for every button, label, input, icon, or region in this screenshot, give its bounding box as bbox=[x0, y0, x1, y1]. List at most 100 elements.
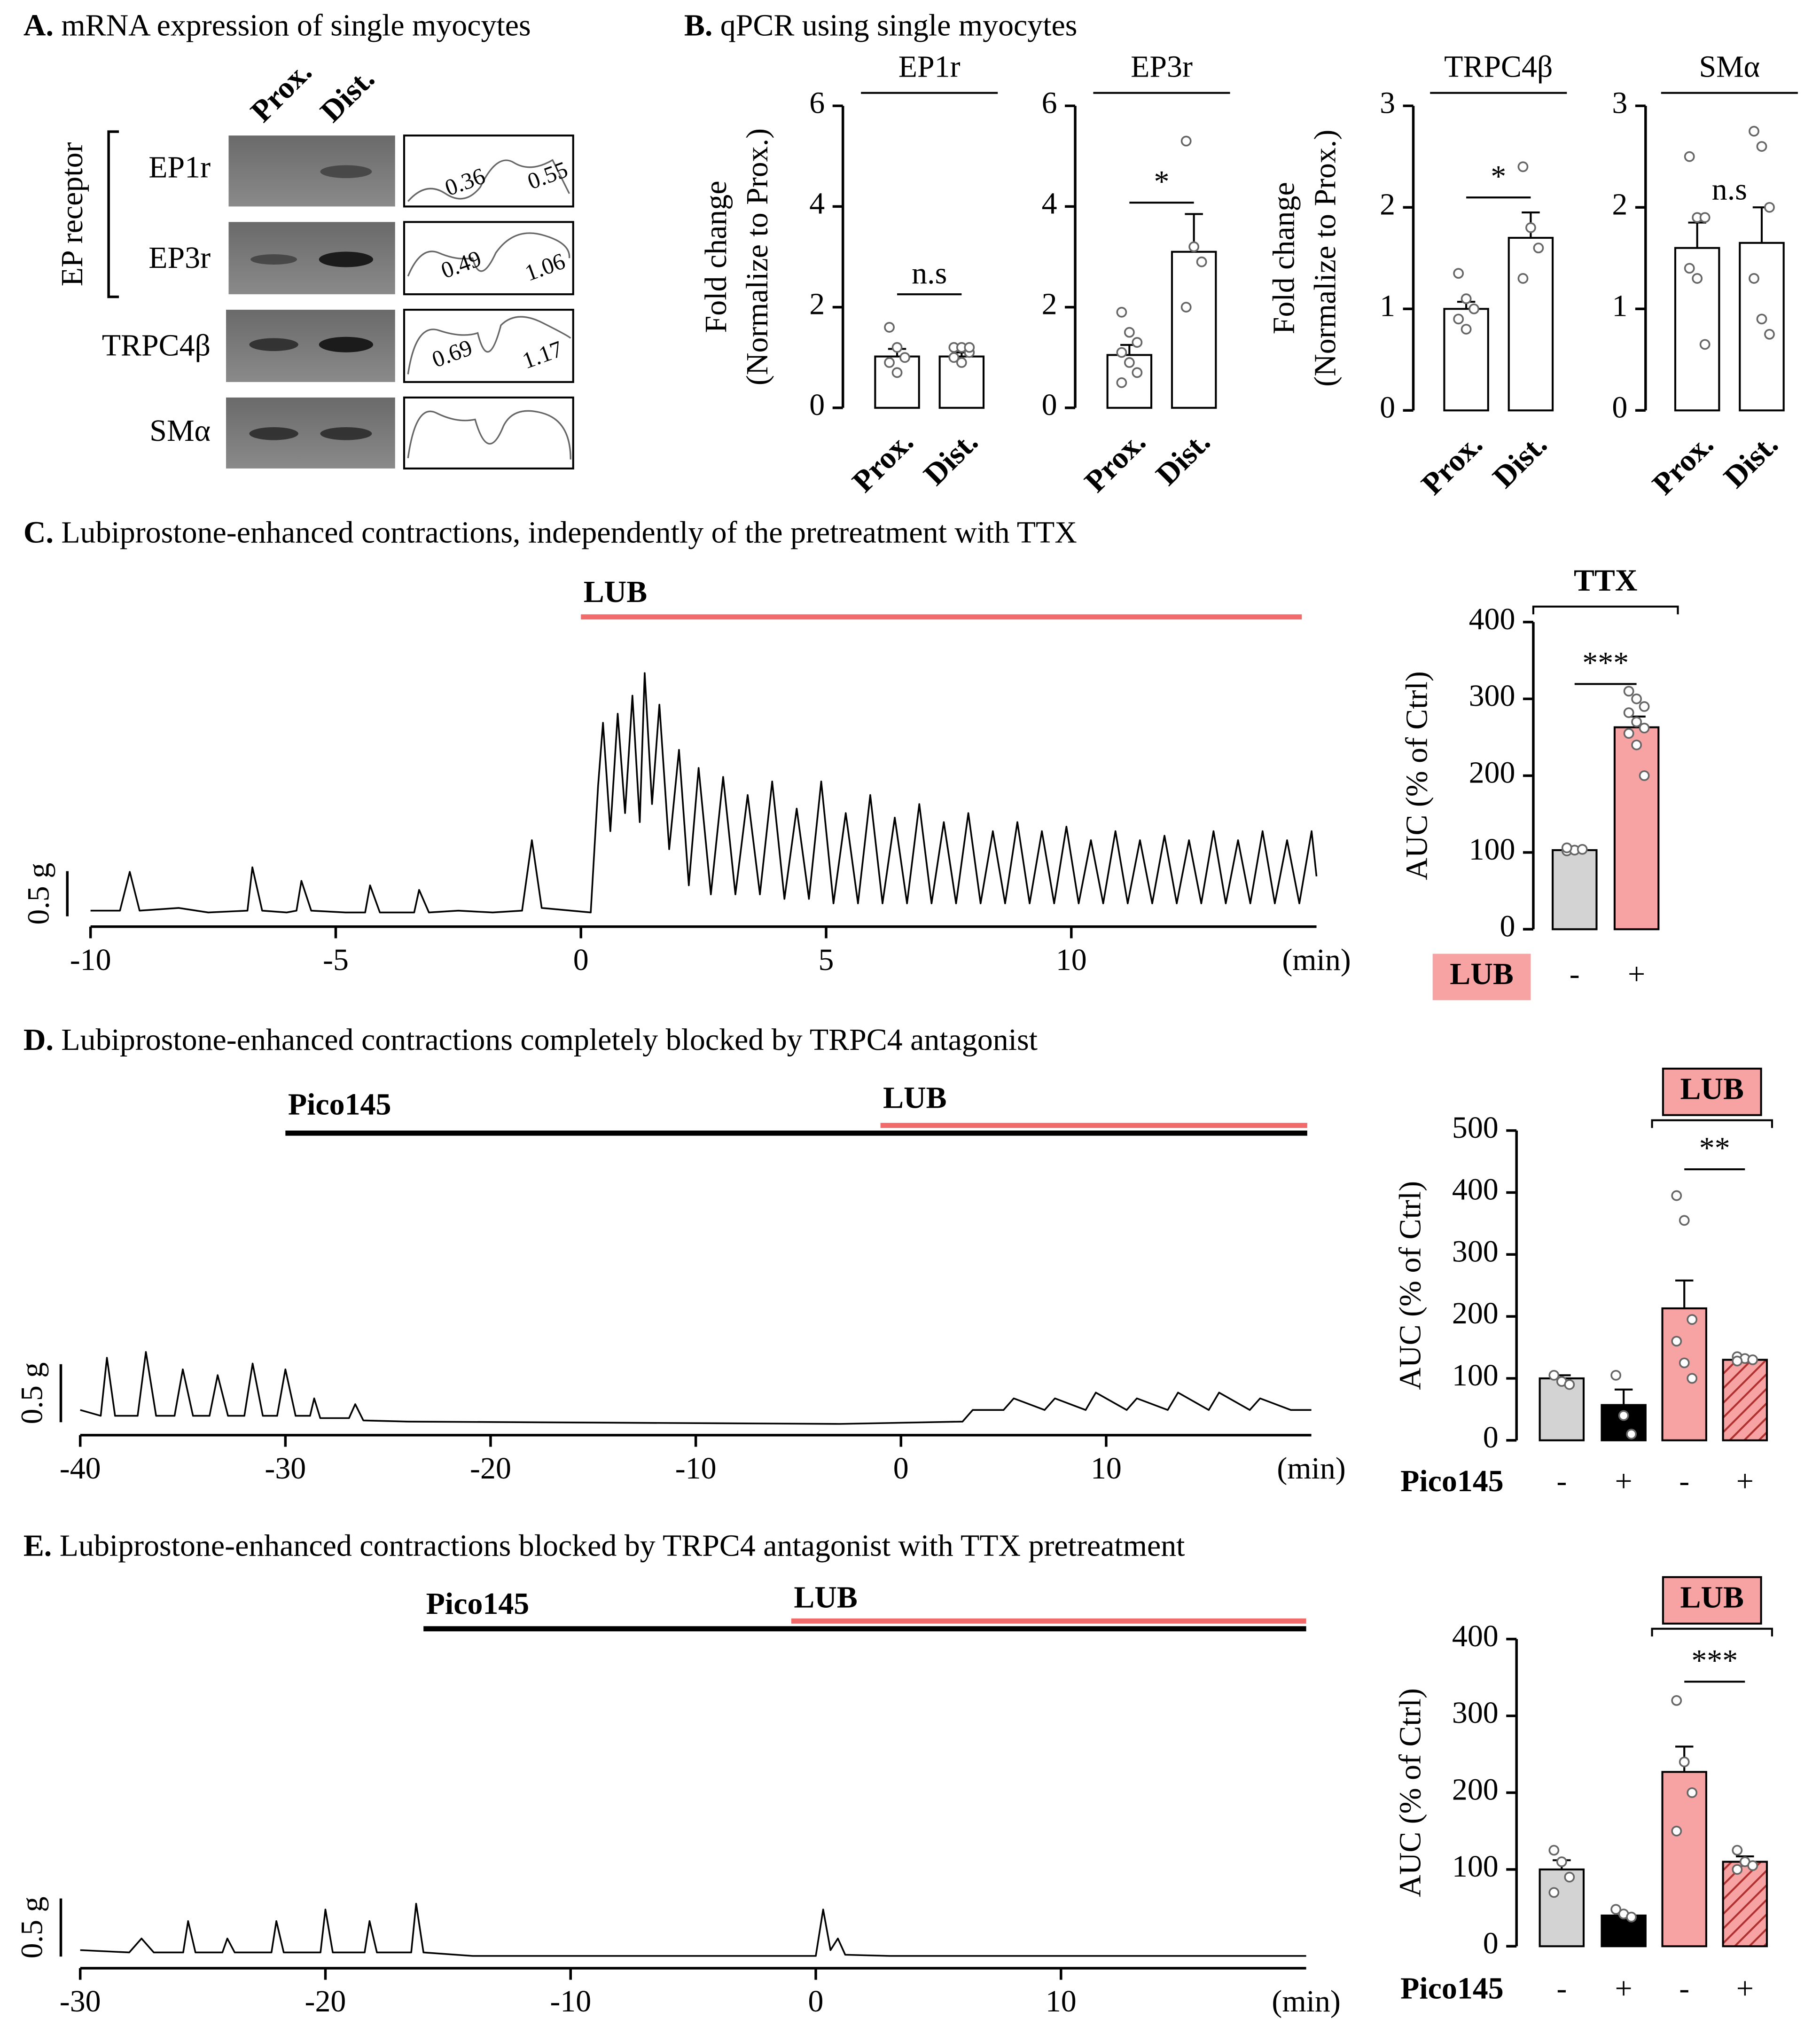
error-bar bbox=[1675, 1279, 1694, 1308]
data-point bbox=[1679, 1357, 1690, 1369]
subplot-title: EP3r bbox=[1131, 49, 1193, 84]
data-point bbox=[884, 357, 895, 368]
x-tick-label: -10 bbox=[550, 1984, 591, 2018]
panel-title-text: qPCR using single myocytes bbox=[720, 8, 1078, 43]
data-point bbox=[1626, 1911, 1637, 1923]
bar bbox=[1722, 1861, 1768, 1948]
data-point bbox=[1747, 1860, 1758, 1871]
y-tick-label: 3 bbox=[1380, 86, 1395, 120]
x-tick-label: -30 bbox=[60, 1984, 101, 2018]
gel-band bbox=[319, 336, 374, 352]
densitometry-box bbox=[403, 396, 574, 469]
row-label: EP1r bbox=[148, 150, 211, 185]
data-point bbox=[1626, 1429, 1637, 1439]
data-point bbox=[884, 322, 895, 333]
data-point bbox=[1548, 1369, 1560, 1381]
y-tick-label: 300 bbox=[1452, 1696, 1499, 1730]
x-tick-label: -30 bbox=[265, 1451, 306, 1486]
row-label: LUB bbox=[1450, 957, 1513, 991]
data-point bbox=[1747, 1354, 1758, 1365]
x-tick-label: + bbox=[1628, 957, 1645, 991]
panel-label: D. bbox=[23, 1023, 54, 1057]
y-tick-label: 200 bbox=[1469, 756, 1515, 790]
data-point bbox=[1623, 686, 1634, 697]
panel-label: C. bbox=[23, 516, 54, 550]
y-tick-label: 4 bbox=[809, 187, 825, 221]
x-tick-label: 0 bbox=[893, 1451, 909, 1486]
data-point bbox=[1699, 339, 1711, 350]
densitometry-box bbox=[403, 309, 574, 383]
x-tick-label: Prox. bbox=[846, 424, 920, 499]
y-axis-label: Fold change bbox=[1267, 182, 1301, 334]
data-point bbox=[1548, 1887, 1560, 1898]
y-tick-label: 6 bbox=[809, 86, 825, 120]
treatment-label: Pico145 bbox=[426, 1587, 530, 1621]
data-point bbox=[1756, 141, 1767, 152]
significance-label: *** bbox=[1582, 646, 1629, 680]
subplot-title: TRPC4β bbox=[1444, 49, 1553, 84]
group-bracket bbox=[107, 130, 119, 298]
treatment-label: LUB bbox=[794, 1580, 857, 1614]
y-tick-label: 0 bbox=[1483, 1420, 1499, 1455]
bracket bbox=[1532, 605, 1679, 615]
data-point bbox=[1124, 327, 1135, 338]
data-point bbox=[891, 367, 903, 378]
bracket-label: TTX bbox=[1574, 563, 1637, 597]
data-point bbox=[956, 357, 967, 368]
data-point bbox=[1671, 1825, 1682, 1837]
bar bbox=[1739, 242, 1785, 412]
data-point bbox=[1132, 367, 1143, 378]
bracket-label-box bbox=[1662, 1067, 1762, 1116]
treatment-label: LUB bbox=[883, 1081, 946, 1115]
ratio-label: 0.36 bbox=[441, 163, 488, 201]
error-bar bbox=[1614, 1388, 1633, 1405]
x-tick-label: -5 bbox=[323, 943, 349, 977]
data-point bbox=[1610, 1369, 1622, 1381]
data-point bbox=[1623, 707, 1634, 718]
data-point bbox=[1468, 303, 1479, 314]
panel-title: C. Lubiprostone-enhanced contractions, in… bbox=[23, 516, 1077, 550]
data-point bbox=[1564, 1379, 1575, 1390]
data-point bbox=[1639, 722, 1650, 734]
y-tick-label: 6 bbox=[1042, 86, 1057, 120]
x-tick-label: -40 bbox=[60, 1451, 101, 1486]
bar bbox=[1613, 726, 1660, 931]
x-tick-label: -10 bbox=[675, 1451, 717, 1486]
trace bbox=[80, 1902, 1306, 1957]
x-axis-label: (min) bbox=[1272, 1984, 1340, 2018]
row-label: Pico145 bbox=[1400, 1971, 1504, 2006]
bracket-label-box bbox=[1662, 1576, 1762, 1625]
bar bbox=[1171, 250, 1217, 409]
data-point bbox=[1116, 377, 1127, 388]
x-tick-label: Prox. bbox=[1646, 427, 1720, 501]
row-label: SMα bbox=[149, 414, 211, 448]
y-tick-label: 4 bbox=[1042, 187, 1057, 221]
data-point bbox=[1461, 293, 1472, 305]
panel-label: B. bbox=[684, 8, 712, 43]
x-tick-label: - bbox=[1556, 1971, 1567, 2006]
x-tick-label: Dist. bbox=[1717, 427, 1785, 495]
significance-label: * bbox=[1154, 164, 1170, 199]
data-point bbox=[1517, 161, 1529, 172]
data-point bbox=[1610, 1904, 1622, 1915]
x-axis-label: (min) bbox=[1277, 1451, 1345, 1486]
y-axis-label: (Normalize to Prox.) bbox=[740, 128, 774, 385]
data-point bbox=[1639, 770, 1650, 781]
data-point bbox=[899, 352, 910, 363]
densitometry-box bbox=[403, 134, 574, 208]
row-label: Pico145 bbox=[1400, 1464, 1504, 1498]
y-tick-label: 1 bbox=[1612, 289, 1627, 323]
bar bbox=[1601, 1914, 1647, 1948]
gel-band bbox=[249, 427, 298, 440]
y-tick-label: 100 bbox=[1452, 1849, 1499, 1884]
column-label: Prox. bbox=[244, 55, 318, 129]
ratio-label: 1.06 bbox=[522, 248, 569, 286]
x-tick-label: 10 bbox=[1091, 1451, 1122, 1486]
scale-bar-label: 0.5 g bbox=[15, 1897, 49, 1959]
bracket-label: LUB bbox=[1680, 1072, 1744, 1106]
gel-band bbox=[320, 427, 372, 440]
data-point bbox=[1577, 844, 1588, 855]
row-label-box bbox=[1432, 954, 1531, 1001]
data-point bbox=[1618, 1410, 1629, 1421]
error-bar bbox=[1752, 206, 1771, 243]
